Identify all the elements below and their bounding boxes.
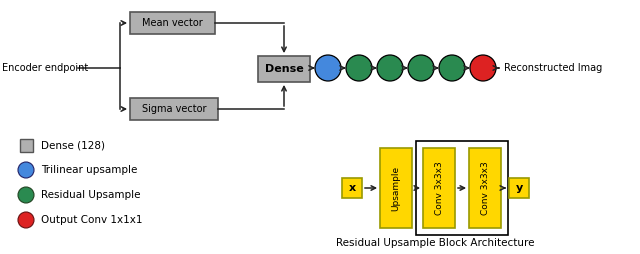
Bar [130, 12, 215, 34]
Ellipse shape [315, 55, 341, 81]
Ellipse shape [346, 55, 372, 81]
Ellipse shape [18, 162, 34, 178]
Text: x: x [348, 183, 356, 193]
Ellipse shape [439, 55, 465, 81]
Ellipse shape [408, 55, 434, 81]
Bar [130, 98, 218, 120]
Text: Conv 3x3x3: Conv 3x3x3 [481, 161, 490, 215]
Text: Sigma vector: Sigma vector [141, 104, 206, 114]
Bar [416, 141, 508, 235]
Bar [380, 148, 412, 228]
Text: Conv 3x3x3: Conv 3x3x3 [435, 161, 444, 215]
Bar [469, 148, 501, 228]
Text: Residual Upsample: Residual Upsample [41, 190, 141, 200]
Ellipse shape [470, 55, 496, 81]
Text: Output Conv 1x1x1: Output Conv 1x1x1 [41, 215, 143, 225]
Text: Encoder endpoint: Encoder endpoint [2, 63, 88, 73]
Bar [342, 178, 362, 198]
Text: Dense (128): Dense (128) [41, 140, 105, 150]
Ellipse shape [18, 212, 34, 228]
Bar [258, 56, 310, 82]
Text: Upsample: Upsample [392, 165, 401, 211]
Text: Dense: Dense [264, 64, 303, 74]
Text: Reconstructed Imag: Reconstructed Imag [504, 63, 602, 73]
Bar [423, 148, 455, 228]
Ellipse shape [18, 187, 34, 203]
Bar [509, 178, 529, 198]
Text: Mean vector: Mean vector [142, 18, 203, 28]
Text: Residual Upsample Block Architecture: Residual Upsample Block Architecture [336, 238, 535, 248]
Ellipse shape [377, 55, 403, 81]
Text: Trilinear upsample: Trilinear upsample [41, 165, 138, 175]
Bar [20, 139, 33, 152]
Text: y: y [515, 183, 523, 193]
